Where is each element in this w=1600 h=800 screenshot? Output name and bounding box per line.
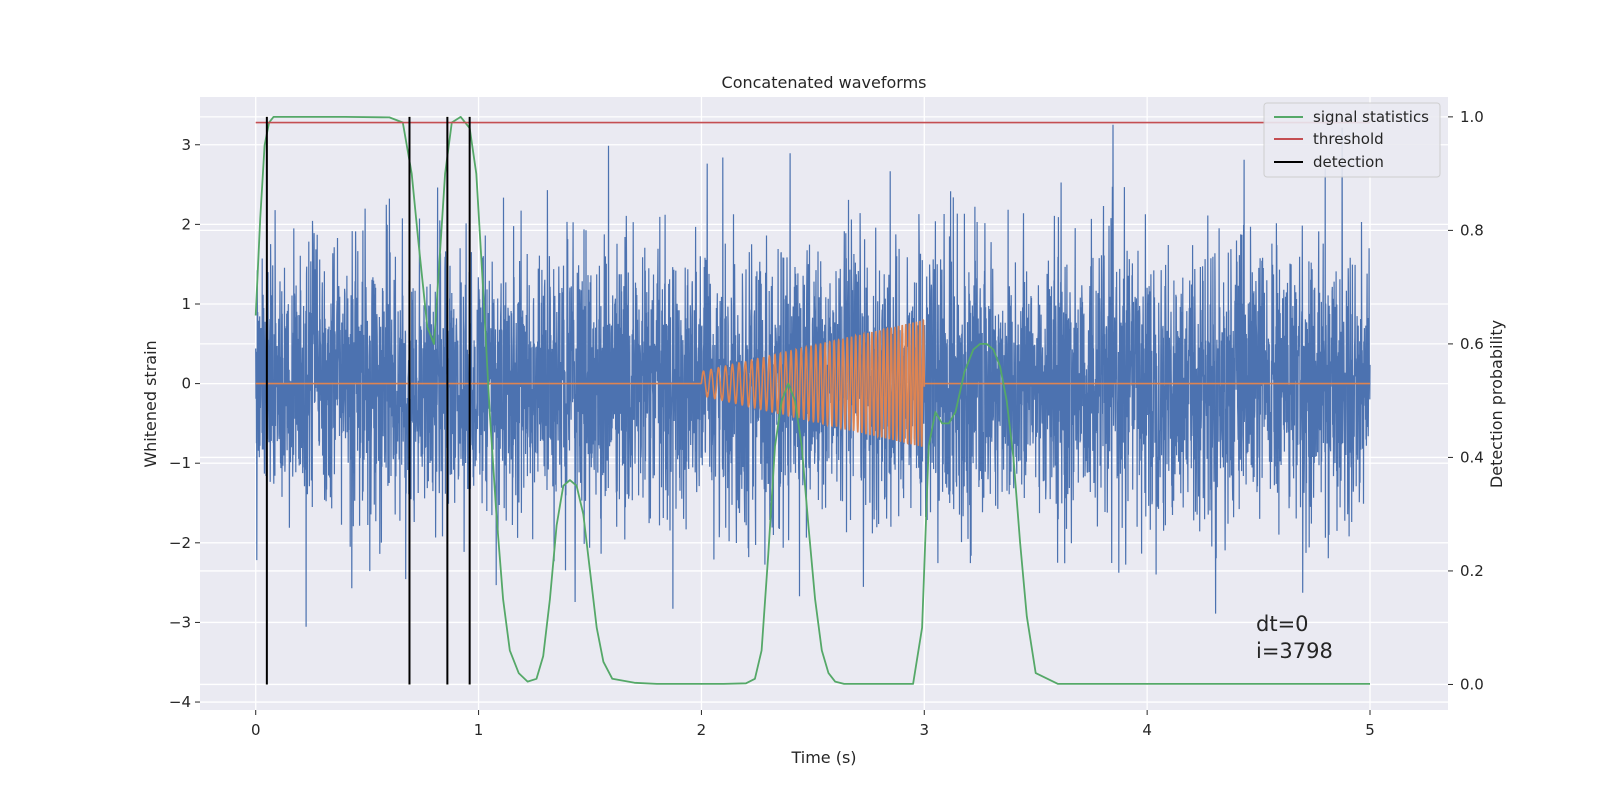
x-tick-label: 3 bbox=[920, 721, 930, 739]
y2-tick-label: 0.0 bbox=[1460, 675, 1484, 693]
y2-tick-label: 0.2 bbox=[1460, 562, 1484, 580]
x-tick-label: 4 bbox=[1142, 721, 1152, 739]
y-tick-label: −4 bbox=[169, 693, 191, 711]
y-tick-label: 0 bbox=[181, 375, 191, 393]
y-tick-label: −1 bbox=[169, 454, 191, 472]
y-tick-label: −3 bbox=[169, 613, 191, 631]
y-tick-label: 2 bbox=[181, 215, 191, 233]
y-tick-label: −2 bbox=[169, 534, 191, 552]
y-tick-label: 1 bbox=[181, 295, 191, 313]
legend-label-signal-statistics: signal statistics bbox=[1313, 108, 1429, 126]
signal-statistics-series bbox=[254, 116, 1370, 685]
y2-tick-label: 0.6 bbox=[1460, 335, 1484, 353]
x-axis-label: Time (s) bbox=[790, 748, 856, 767]
annotation-index: i=3798 bbox=[1256, 639, 1333, 663]
x-axis: 0 1 2 3 4 5 bbox=[251, 710, 1375, 739]
legend-label-threshold: threshold bbox=[1313, 130, 1384, 148]
y-axis-left: 3 2 1 0 −1 −2 −3 −4 bbox=[169, 136, 200, 711]
legend-label-detection: detection bbox=[1313, 153, 1384, 171]
x-tick-label: 0 bbox=[251, 721, 261, 739]
signal-statistics-line bbox=[254, 116, 1370, 685]
legend: signal statistics threshold detection bbox=[1263, 102, 1441, 178]
x-tick-label: 5 bbox=[1365, 721, 1375, 739]
y-tick-label: 3 bbox=[181, 136, 191, 154]
chart-title: Concatenated waveforms bbox=[722, 73, 927, 92]
legend-box bbox=[1263, 102, 1441, 178]
detection-series bbox=[265, 116, 471, 685]
annotation-dt: dt=0 bbox=[1256, 612, 1309, 636]
y2-axis-label: Detection probability bbox=[1487, 320, 1506, 488]
x-tick-label: 1 bbox=[474, 721, 484, 739]
waveform-line bbox=[255, 318, 1370, 447]
x-tick-label: 2 bbox=[697, 721, 707, 739]
waveform-series bbox=[255, 318, 1370, 447]
y2-tick-label: 0.8 bbox=[1460, 221, 1484, 239]
y2-tick-label: 1.0 bbox=[1460, 108, 1484, 126]
y-axis-label: Whitened strain bbox=[141, 340, 160, 467]
y-axis-right: 1.0 0.8 0.6 0.4 0.2 0.0 bbox=[1448, 108, 1484, 693]
y2-tick-label: 0.4 bbox=[1460, 448, 1484, 466]
